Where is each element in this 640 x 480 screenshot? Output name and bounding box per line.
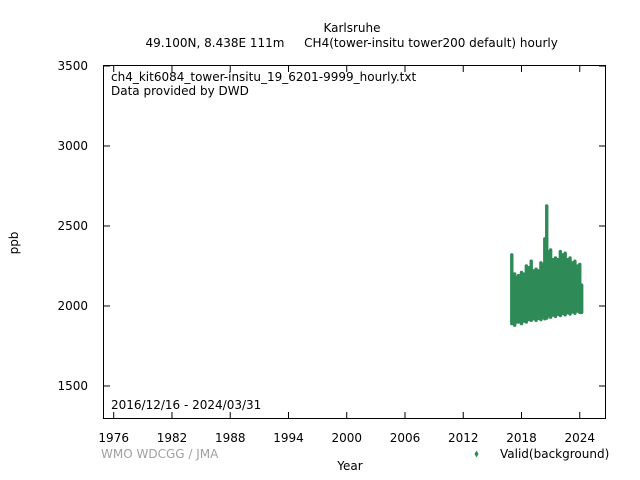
x-tick-label: 2006 (390, 431, 421, 445)
x-tick-label: 2018 (506, 431, 537, 445)
y-tick-label: 1500 (57, 379, 88, 393)
y-axis-label: ppb (7, 232, 21, 255)
data-band (579, 285, 582, 313)
y-tick-label: 3000 (57, 139, 88, 153)
x-tick-label: 1994 (273, 431, 304, 445)
x-tick-label: 1976 (98, 431, 129, 445)
data-band (574, 264, 580, 313)
legend-marker (474, 450, 479, 458)
date-range-label: 2016/12/16 - 2024/03/31 (111, 398, 261, 412)
x-tick-label: 1982 (157, 431, 188, 445)
y-tick-label: 3500 (57, 59, 88, 73)
credit-label: WMO WDCGG / JMA (101, 447, 219, 461)
data-band (511, 274, 515, 325)
data-band (546, 250, 551, 318)
data-band (540, 262, 545, 320)
chart-subtitle-param: CH4(tower-insitu tower200 default) hourl… (304, 36, 558, 50)
y-tick-label: 2500 (57, 219, 88, 233)
x-tick-label: 2000 (331, 431, 362, 445)
chart-subtitle-coords: 49.100N, 8.438E 111m (146, 36, 285, 50)
data-band (514, 275, 519, 324)
x-tick-label: 1988 (215, 431, 246, 445)
data-band (526, 266, 532, 322)
y-tick-label: 2000 (57, 299, 88, 313)
data-band (550, 258, 556, 317)
data-marks (510, 204, 584, 327)
data-band (536, 269, 541, 320)
data-band (518, 275, 522, 323)
data-band (560, 253, 566, 316)
file-label: ch4_kit6084_tower-insitu_19_6201-9999_ho… (111, 70, 416, 84)
plot-area-frame (103, 65, 606, 419)
data-band (570, 261, 575, 314)
axis-ticks: 1976 1982 1988 1994 2000 2006 2012 2018 2024 1500… (57, 59, 605, 445)
chart-title: Karlsruhe (323, 21, 380, 35)
data-band (531, 269, 537, 321)
x-tick-label: 2024 (564, 431, 595, 445)
data-band (565, 258, 571, 315)
x-tick-label: 2012 (448, 431, 479, 445)
legend: Valid(background) (474, 447, 609, 461)
x-axis-label: Year (336, 459, 362, 473)
data-band (544, 238, 547, 319)
data-band (521, 272, 527, 323)
data-band (555, 258, 561, 316)
provider-label: Data provided by DWD (111, 84, 249, 98)
legend-label: Valid(background) (500, 447, 609, 461)
